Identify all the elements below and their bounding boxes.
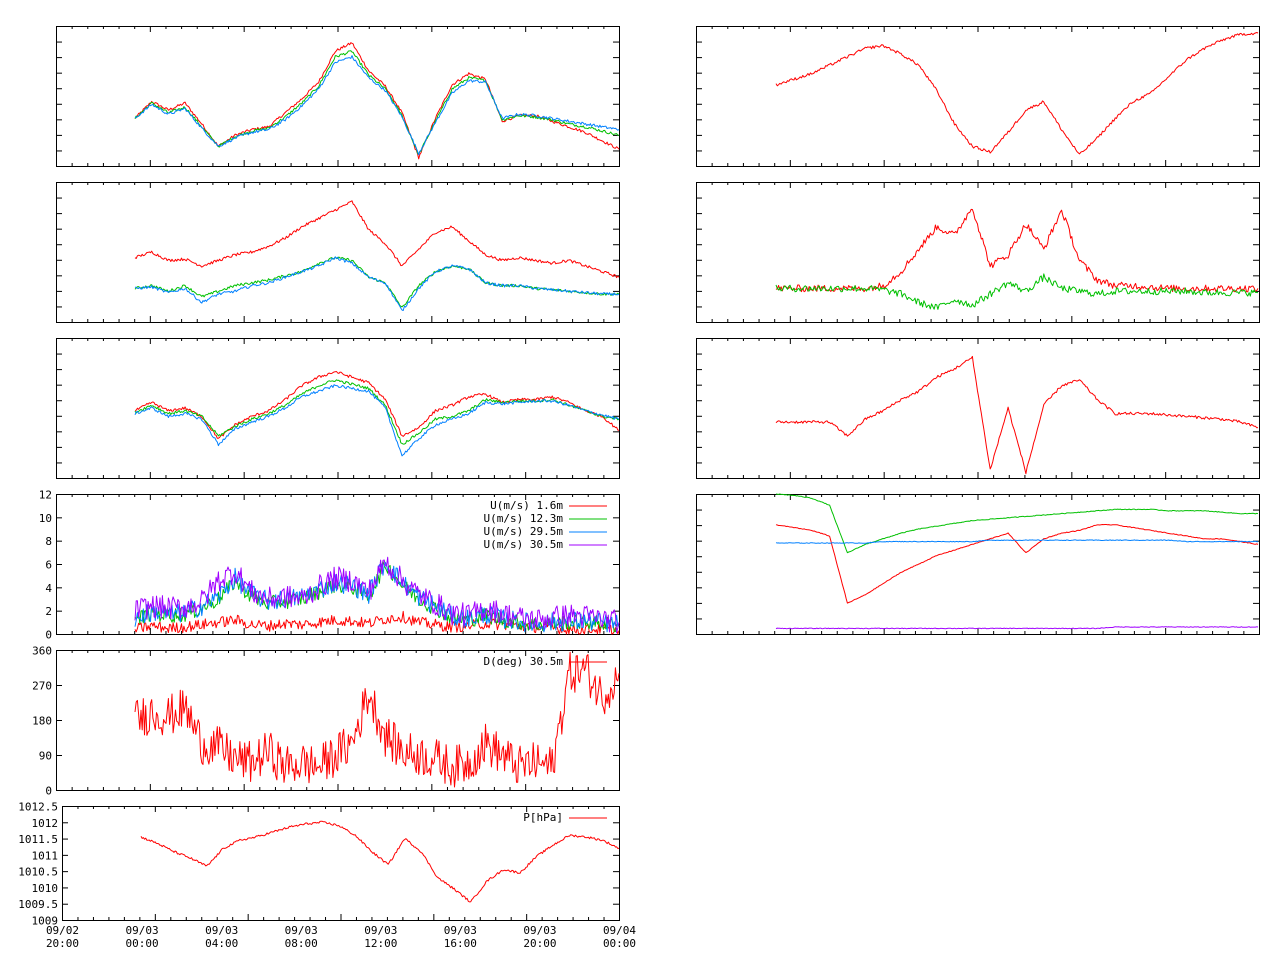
series-line-1 xyxy=(134,200,620,279)
series-line-3 xyxy=(134,256,620,311)
y-tick-label: 6 xyxy=(45,559,52,572)
x-tick-label: 00:00 xyxy=(126,937,159,950)
series-line-1 xyxy=(775,493,1259,554)
series-line-3 xyxy=(134,384,620,457)
y-tick-label: 1009 xyxy=(32,915,59,928)
plot-frame xyxy=(56,26,620,167)
y-tick-label: 1011 xyxy=(32,849,59,862)
y-tick-label: 1010 xyxy=(32,882,59,895)
plot-frame xyxy=(696,494,1260,635)
series-line-1 xyxy=(140,820,620,903)
x-tick-label: 09/03 xyxy=(205,924,238,937)
y-tick-label: 8 xyxy=(45,535,52,548)
legend-label: U(m/s) 12.3m xyxy=(484,512,564,525)
panel-r4 xyxy=(696,493,1260,635)
panel-l5: 0 90 180 270 360 D(deg) 30.5m xyxy=(32,645,620,798)
plot-frame xyxy=(696,338,1260,479)
x-tick-label: 09/03 xyxy=(444,924,477,937)
series-line-1 xyxy=(134,42,620,160)
y-tick-label: 0 xyxy=(45,629,52,642)
plot-frame xyxy=(56,182,620,323)
series-line-2 xyxy=(775,524,1259,604)
legend-label: U(m/s) 1.6m xyxy=(490,499,563,512)
panel-r1 xyxy=(696,26,1260,167)
series-line-4 xyxy=(134,556,620,634)
x-tick-label: 20:00 xyxy=(523,937,556,950)
series-line-1 xyxy=(134,610,620,635)
x-tick-label: 09/03 xyxy=(364,924,397,937)
series-line-1 xyxy=(775,208,1259,293)
y-tick-label: 4 xyxy=(45,582,52,595)
plot-frame xyxy=(56,338,620,479)
x-tick-label: 16:00 xyxy=(444,937,477,950)
y-tick-label: 360 xyxy=(32,645,52,658)
legend-label: U(m/s) 29.5m xyxy=(484,525,564,538)
y-tick-label: 270 xyxy=(32,680,52,693)
panel-r3 xyxy=(696,338,1260,479)
legend-label: P[hPa] xyxy=(523,811,563,824)
y-tick-label: 90 xyxy=(39,750,52,763)
series-line-2 xyxy=(134,379,620,445)
series-line-1 xyxy=(775,32,1259,155)
y-tick-label: 0 xyxy=(45,785,52,798)
panel-r2 xyxy=(696,182,1260,323)
series-line-2 xyxy=(134,256,620,308)
series-line-2 xyxy=(134,560,620,633)
series-line-3 xyxy=(134,561,620,633)
y-tick-label: 1009.5 xyxy=(18,898,58,911)
legend-label: D(deg) 30.5m xyxy=(484,655,564,668)
y-tick-label: 2 xyxy=(45,605,52,618)
y-tick-label: 1010.5 xyxy=(18,866,58,879)
x-tick-label: 00:00 xyxy=(603,937,636,950)
y-tick-label: 1012.5 xyxy=(18,801,58,814)
series-line-1 xyxy=(134,371,620,439)
x-tick-label: 09/03 xyxy=(126,924,159,937)
series-line-3 xyxy=(134,55,620,156)
panel-l1 xyxy=(56,26,620,167)
x-tick-label: 09/03 xyxy=(523,924,556,937)
plot-frame xyxy=(696,26,1260,167)
x-tick-label: 04:00 xyxy=(205,937,238,950)
x-tick-label: 09/03 xyxy=(285,924,318,937)
x-tick-label: 09/02 xyxy=(46,924,79,937)
series-line-4 xyxy=(775,626,1259,630)
legend-label: U(m/s) 30.5m xyxy=(484,538,564,551)
series-line-1 xyxy=(775,355,1259,475)
series-line-3 xyxy=(775,539,1259,544)
y-tick-label: 10 xyxy=(39,512,52,525)
y-tick-label: 1011.5 xyxy=(18,833,58,846)
x-tick-label: 09/04 xyxy=(603,924,636,937)
panel-l6: 1009 1009.5 1010 1010.5 1011 1011.5 1012 1012.5… xyxy=(18,801,636,951)
panel-l3 xyxy=(56,338,620,479)
x-tick-label: 12:00 xyxy=(364,937,397,950)
x-tick-label: 20:00 xyxy=(46,937,79,950)
series-line-2 xyxy=(134,50,619,155)
y-tick-label: 12 xyxy=(39,489,52,502)
y-tick-label: 1012 xyxy=(32,817,59,830)
series-line-1 xyxy=(134,651,620,788)
plot-frame xyxy=(696,182,1260,323)
y-tick-label: 180 xyxy=(32,715,52,728)
x-tick-label: 08:00 xyxy=(285,937,318,950)
series-line-2 xyxy=(775,273,1259,310)
panel-l2 xyxy=(56,182,620,323)
panel-l4: 0 2 4 6 8 10 12 U(m/s) 1.6mU(m/s) 12.3mU(m/s) 2… xyxy=(39,489,620,642)
